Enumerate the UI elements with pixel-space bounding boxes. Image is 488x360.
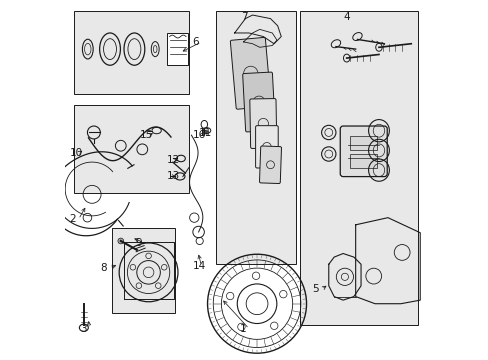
FancyBboxPatch shape	[249, 99, 276, 148]
Text: 1: 1	[240, 324, 246, 334]
FancyBboxPatch shape	[230, 37, 271, 109]
Text: 3: 3	[80, 324, 87, 334]
Text: 9: 9	[135, 238, 142, 248]
Text: 15: 15	[140, 130, 153, 140]
Bar	[215, 12, 296, 264]
Text: 5: 5	[312, 284, 319, 294]
FancyBboxPatch shape	[242, 72, 275, 132]
Bar	[74, 105, 188, 193]
Text: 11: 11	[199, 129, 212, 138]
Text: 12: 12	[166, 155, 179, 165]
Circle shape	[118, 238, 123, 244]
Text: 16: 16	[192, 130, 205, 140]
Bar	[112, 228, 174, 313]
Bar	[167, 33, 188, 65]
Text: 4: 4	[343, 12, 349, 22]
Bar	[349, 154, 376, 168]
Bar	[349, 136, 376, 150]
Text: 8: 8	[100, 263, 107, 273]
FancyBboxPatch shape	[340, 126, 386, 177]
Text: 13: 13	[166, 171, 179, 181]
Text: 10: 10	[69, 148, 82, 158]
Bar	[300, 12, 418, 325]
FancyBboxPatch shape	[255, 126, 278, 168]
Bar	[74, 12, 188, 94]
Text: 7: 7	[241, 12, 247, 22]
Text: 6: 6	[192, 37, 199, 47]
FancyBboxPatch shape	[259, 146, 281, 184]
Text: 2: 2	[69, 215, 76, 224]
Text: 14: 14	[192, 261, 205, 271]
